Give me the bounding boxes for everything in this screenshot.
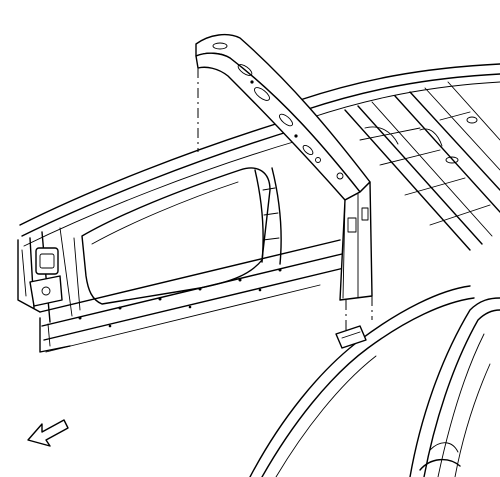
center-pillar-reinforcement xyxy=(195,33,373,301)
alignment-lines xyxy=(197,68,373,332)
side-body-inner-panel xyxy=(17,117,345,353)
rocker-holes xyxy=(78,268,282,328)
direction-arrow-icon xyxy=(27,419,69,447)
roof-rail-frame xyxy=(299,63,500,251)
rear-quarter-panel xyxy=(249,285,500,477)
pillar-slots xyxy=(212,42,344,180)
